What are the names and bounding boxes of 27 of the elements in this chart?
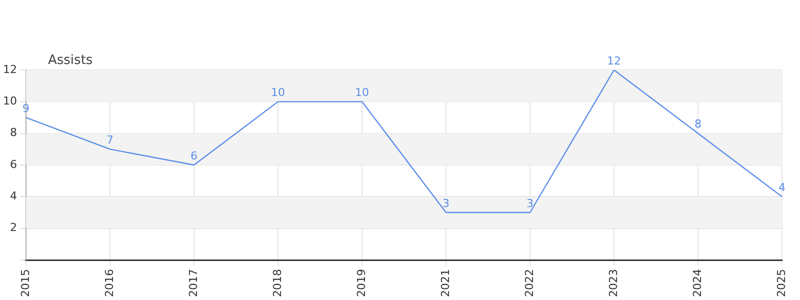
x-tick-label: 2022 [522,269,536,298]
data-label: 4 [778,181,786,194]
x-tick-label: 2024 [690,269,704,298]
x-tick-label: 2025 [774,269,788,298]
data-label: 6 [190,149,198,162]
y-axis-title: Assists [48,52,93,68]
x-tick-label: 2015 [18,269,32,298]
y-tick-label: 10 [2,94,17,108]
y-tick-label: 2 [10,221,17,234]
data-label: 10 [355,86,369,100]
data-label: 7 [106,134,114,147]
data-label: 10 [271,86,285,100]
data-label: 3 [442,196,450,210]
y-tick-label: 8 [10,126,17,140]
x-tick-label: 2016 [102,269,116,298]
data-label: 8 [694,118,702,131]
x-tick-label: 2023 [606,269,620,298]
y-tick-label: 4 [10,190,17,203]
x-tick-label: 2021 [438,269,452,298]
data-label: 12 [607,54,621,68]
data-label: 3 [526,196,534,210]
x-tick-label: 2017 [186,269,200,298]
data-label: 9 [22,102,30,115]
x-tick-label: 2019 [354,269,368,298]
y-tick-label: 12 [2,62,17,76]
y-tick-label: 6 [10,158,17,171]
x-tick-label: 2018 [270,269,284,298]
